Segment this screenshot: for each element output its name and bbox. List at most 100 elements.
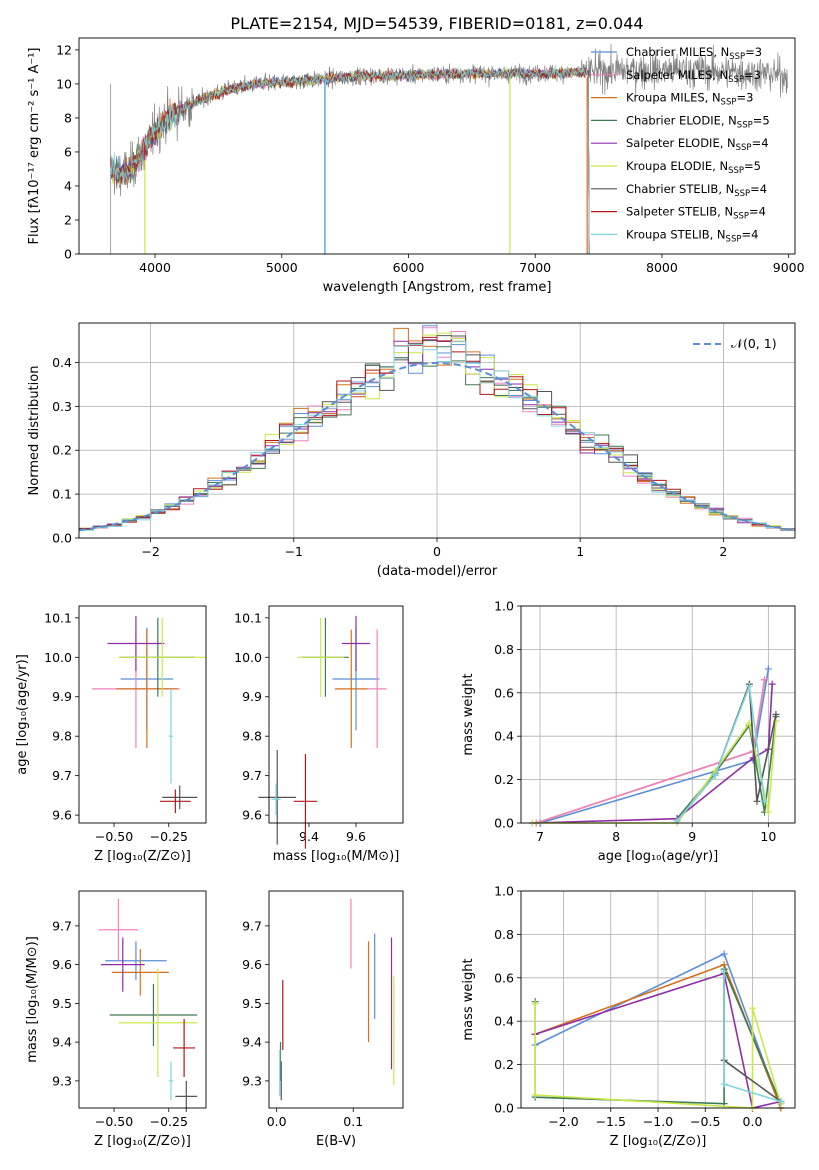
x-axis-label: (data-model)/error xyxy=(377,564,498,579)
x-tick-label: 8 xyxy=(612,829,620,844)
y-tick-label: 0.1 xyxy=(52,487,72,502)
axes-frame xyxy=(78,605,207,824)
x-axis-label: age [log₁₀(age/yr)] xyxy=(598,849,719,864)
histogram-step xyxy=(79,336,795,530)
residual-steps xyxy=(79,325,795,532)
y-tick-label: 9.5 xyxy=(52,996,72,1011)
x-tick-label: 0.0 xyxy=(743,1114,763,1129)
histogram-step xyxy=(79,341,795,531)
panel-mass-vs-Z: −0.50 −0.25 9.3 9.4 9.5 9.6 9.7 Z [log₁₀(Z/Z⊙)]… xyxy=(25,890,207,1149)
y-tick-label: 0.0 xyxy=(494,1101,514,1116)
y-tick-label: 10.0 xyxy=(44,650,72,665)
x-tick-label: 7 xyxy=(536,829,544,844)
y-tick-label: 9.9 xyxy=(52,689,72,704)
histogram-step xyxy=(79,332,795,530)
normal-curve xyxy=(79,361,795,532)
model-spectrum-line xyxy=(110,67,590,254)
y-tick-label: 9.7 xyxy=(52,918,72,933)
legend-entry-label: Salpeter MILES, NSSP=3 xyxy=(626,68,761,85)
y-tick-label: 6 xyxy=(64,144,72,159)
series-marker xyxy=(720,950,728,958)
series-marker xyxy=(772,717,780,725)
y-tick-label: 9.6 xyxy=(242,808,262,823)
y-tick-label: 9.4 xyxy=(242,1035,262,1050)
series-marker xyxy=(761,797,769,805)
model-spectrum-line xyxy=(110,67,590,254)
x-tick-label: −2 xyxy=(141,544,159,559)
y-tick-label: 0.2 xyxy=(52,443,72,458)
y-axis-label: mass [log₁₀(M/M⊙)] xyxy=(25,936,40,1063)
y-tick-label: 9.8 xyxy=(242,729,262,744)
axes-frame xyxy=(520,890,796,1109)
figure-title: PLATE=2154, MJD=54539, FIBERID=0181, z=0… xyxy=(230,14,643,33)
x-tick-label: 0 xyxy=(433,544,441,559)
errorbar-point xyxy=(100,937,145,992)
panel-residuals: −2 −1 0 1 2 0.0 0.1 0.2 0.3 0.4 (data-model)/error… xyxy=(27,322,796,579)
errorbar-point xyxy=(271,783,281,816)
errorbar-point xyxy=(116,629,178,749)
model-spectrum-line xyxy=(110,65,590,254)
series-line xyxy=(532,684,773,824)
errorbar-point xyxy=(297,617,345,697)
y-tick-label: 0.6 xyxy=(494,685,514,700)
model-spectrum-line xyxy=(110,66,590,254)
legend-entry-label: Chabrier ELODIE, NSSP=5 xyxy=(626,113,770,130)
legend-entry-label: Chabrier STELIB, NSSP=4 xyxy=(626,182,767,199)
series-marker xyxy=(764,665,772,673)
y-tick-label: 0.8 xyxy=(494,642,514,657)
x-axis-label: E(B-V) xyxy=(316,1134,356,1149)
x-tick-label: −2.0 xyxy=(548,1114,578,1129)
y-tick-label: 0.2 xyxy=(494,772,514,787)
series-marker xyxy=(753,797,761,805)
x-axis-label: Z [log₁₀(Z/Z⊙)] xyxy=(94,849,191,864)
errorbar-point xyxy=(109,984,198,1046)
series-marker xyxy=(777,1097,785,1105)
panel-spectrum: 4000 5000 6000 7000 8000 9000 0 2 4 6 8 10 12 wavelen… xyxy=(27,37,805,295)
x-tick-label: 5000 xyxy=(266,260,298,275)
axes-frame xyxy=(78,322,796,539)
y-tick-label: 9.5 xyxy=(242,996,262,1011)
y-tick-label: 9.3 xyxy=(52,1073,72,1088)
errorbar-point xyxy=(111,949,169,996)
y-tick-label: 0.4 xyxy=(494,729,514,744)
y-tick-label: 9.7 xyxy=(242,918,262,933)
axes-frame xyxy=(78,37,796,255)
panel-age-vs-Z: −0.50 −0.25 9.6 9.7 9.8 9.9 10.0 10.1 Z [log₁₀(Z… xyxy=(15,605,207,864)
series-line xyxy=(676,686,766,822)
errorbar-point xyxy=(107,615,165,672)
y-axis-label: mass weight xyxy=(461,673,476,755)
errorbar-point xyxy=(258,750,297,845)
y-axis-label: age [log₁₀(age/yr)] xyxy=(15,654,30,775)
x-tick-label: 9 xyxy=(688,829,696,844)
y-tick-label: 0.6 xyxy=(494,970,514,985)
y-tick-label: 9.6 xyxy=(52,808,72,823)
series-marker xyxy=(764,808,772,816)
errorbar-point xyxy=(341,615,371,672)
x-tick-label: 4000 xyxy=(139,260,171,275)
y-tick-label: 9.6 xyxy=(242,957,262,972)
spectrum-traces xyxy=(110,43,788,254)
y-tick-label: 10.1 xyxy=(44,610,72,625)
x-tick-label: 6000 xyxy=(393,260,425,275)
y-tick-label: 0.8 xyxy=(494,927,514,942)
y-tick-label: 8 xyxy=(64,110,72,125)
x-tick-label: 9.4 xyxy=(299,829,319,844)
x-axis-label: Z [log₁₀(Z/Z⊙)] xyxy=(610,1134,707,1149)
errorbar-point xyxy=(162,785,198,810)
series-marker xyxy=(531,1000,539,1008)
x-tick-label: 7000 xyxy=(519,260,551,275)
x-tick-label: −1.0 xyxy=(643,1114,673,1129)
x-axis-label: wavelength [Angstrom, rest frame] xyxy=(323,280,552,295)
errorbar-point xyxy=(173,1018,196,1077)
series-marker xyxy=(720,1080,728,1088)
x-tick-label: −0.50 xyxy=(95,1114,133,1129)
y-tick-label: 9.7 xyxy=(52,768,72,783)
legend-entry-label: 𝒩(0, 1) xyxy=(731,336,777,351)
y-tick-label: 0.0 xyxy=(52,531,72,546)
x-tick-label: −1.5 xyxy=(596,1114,626,1129)
y-tick-label: 12 xyxy=(56,42,72,57)
model-spectrum-line xyxy=(110,66,590,254)
x-tick-label: 9000 xyxy=(773,260,805,275)
y-tick-label: 4 xyxy=(64,178,72,193)
